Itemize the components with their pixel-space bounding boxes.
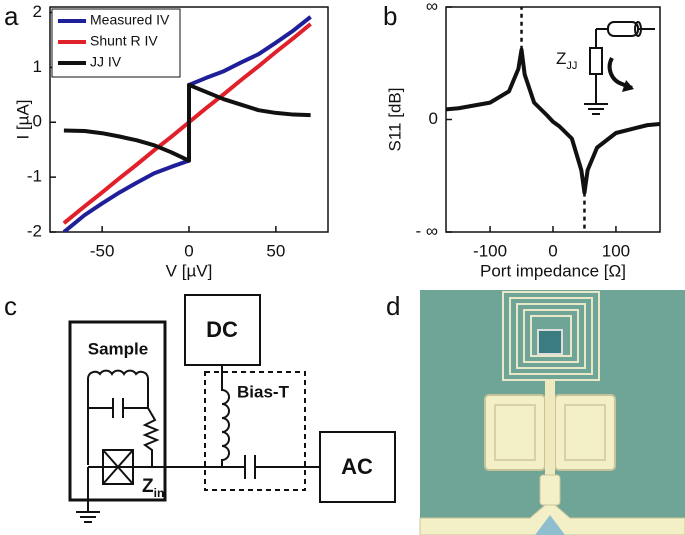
- legend-label: JJ IV: [90, 54, 122, 70]
- micrograph: [419, 290, 685, 535]
- y-tick-label: - ∞: [415, 221, 438, 240]
- y-tick-label: -1: [27, 167, 42, 186]
- zin-main: Z: [142, 476, 154, 497]
- x-tick-label: -50: [90, 241, 115, 260]
- x-tick-label: 0: [184, 241, 193, 260]
- ac-label: AC: [341, 454, 373, 479]
- x-tick-label: 0: [548, 241, 557, 260]
- y-axis-title: S11 [dB]: [385, 88, 404, 152]
- inset-label: ZJJ: [556, 49, 577, 71]
- panel-label: a: [4, 1, 19, 31]
- sample-label: Sample: [88, 339, 148, 358]
- inset-circuit: [584, 21, 655, 115]
- circuit: [68, 294, 396, 523]
- zin-sub: in: [154, 486, 165, 500]
- panel-label: d: [386, 291, 400, 321]
- line-series: [446, 47, 660, 195]
- plot-area: [446, 47, 660, 195]
- y-tick-label: 2: [33, 2, 42, 21]
- line-series: [63, 82, 311, 163]
- legend-label: Shunt R IV: [90, 33, 158, 49]
- x-tick-label: 100: [602, 241, 630, 260]
- bias-t-label: Bias-T: [237, 382, 290, 401]
- inset-label-sub: JJ: [566, 60, 577, 72]
- y-tick-label: 1: [33, 57, 42, 76]
- zin-label: Zin: [142, 476, 164, 500]
- legend-label: Measured IV: [90, 12, 170, 28]
- panel-label: c: [4, 291, 17, 321]
- x-tick-label: 50: [266, 241, 285, 260]
- y-tick-label: -2: [27, 221, 42, 240]
- y-tick-label: 0: [33, 112, 42, 131]
- panel-label: b: [383, 1, 397, 31]
- plot-area: [62, 15, 312, 232]
- y-axis-title: I [µA]: [13, 99, 32, 139]
- x-tick-label: -100: [473, 241, 507, 260]
- y-tick-label: 0: [429, 109, 438, 128]
- inset-label-main: Z: [556, 49, 566, 68]
- y-tick-label: ∞: [426, 0, 438, 15]
- x-axis-title: V [µV]: [166, 261, 213, 280]
- dc-label: DC: [206, 317, 238, 342]
- x-axis-title: Port impedance [Ω]: [480, 261, 626, 280]
